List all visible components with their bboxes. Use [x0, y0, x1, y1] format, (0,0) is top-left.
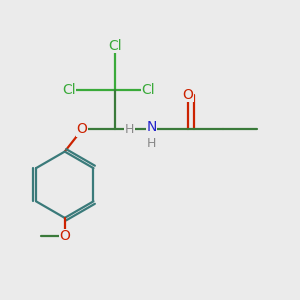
Text: H: H — [147, 137, 156, 150]
Text: Cl: Cl — [109, 39, 122, 53]
Text: Cl: Cl — [62, 83, 76, 97]
Text: N: N — [146, 120, 157, 134]
Text: Cl: Cl — [142, 83, 155, 97]
Text: O: O — [77, 122, 88, 136]
Text: H: H — [125, 123, 134, 136]
Text: O: O — [182, 88, 193, 102]
Text: O: O — [59, 229, 70, 243]
